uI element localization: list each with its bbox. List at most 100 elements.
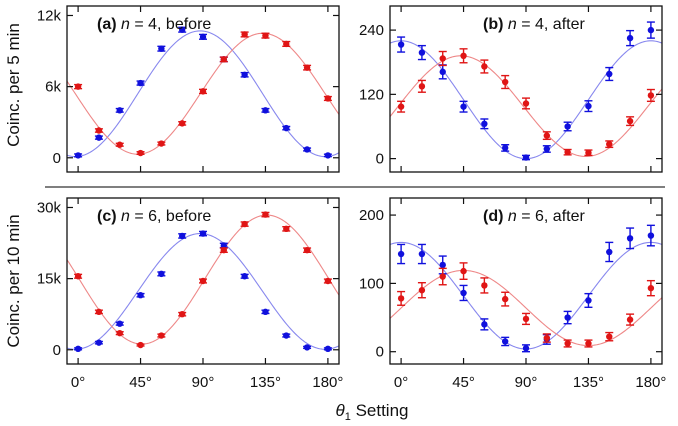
data-point-blue — [199, 230, 207, 237]
data-point-blue — [585, 297, 592, 304]
panel-title: (a) n = 4, before — [97, 16, 211, 33]
data-point-blue — [481, 120, 488, 128]
data-point-red — [585, 340, 592, 347]
data-point-blue — [178, 26, 186, 33]
data-point-red — [137, 341, 144, 349]
panel-letter: (a) — [97, 16, 117, 33]
x-tick-label: 45° — [452, 374, 475, 391]
data-point-red — [626, 117, 634, 125]
data-point-blue — [74, 152, 82, 159]
data-point-blue — [74, 345, 82, 353]
data-point-red — [647, 92, 655, 99]
data-point-blue — [439, 261, 446, 269]
data-point-red — [324, 95, 332, 102]
x-axis-title-sub: 1 — [345, 411, 351, 423]
data-point-red — [303, 64, 311, 71]
x-tick-label: 180° — [635, 374, 666, 391]
data-point-red — [439, 55, 446, 62]
x-tick-label: 45° — [129, 374, 152, 391]
data-point-blue — [481, 321, 488, 328]
data-point-red — [481, 282, 488, 289]
data-point-blue — [564, 314, 571, 321]
panel-3: 0° 45° 90° 135° 180° 0 100 200 (d) n = 6, after — [359, 197, 666, 391]
x-axis-title-var: θ — [335, 401, 345, 420]
data-point-red — [324, 277, 332, 285]
data-point-blue — [543, 145, 551, 153]
data-point-red — [606, 333, 613, 340]
data-point-blue — [137, 79, 144, 87]
panel-letter: (d) — [483, 208, 503, 225]
data-point-blue — [418, 49, 426, 56]
data-point-blue — [199, 33, 207, 41]
data-point-blue — [522, 154, 530, 161]
data-point-blue — [303, 146, 311, 153]
data-point-red — [543, 334, 551, 342]
data-point-blue — [158, 270, 165, 278]
data-point-blue — [460, 103, 467, 110]
x-axis-title-rest: Setting — [351, 401, 409, 420]
panel-n-value: = 6, after — [517, 208, 586, 225]
data-point-blue — [439, 68, 446, 76]
data-point-red — [564, 340, 571, 347]
data-point-red — [95, 127, 103, 134]
y-tick-label: 0 — [53, 342, 61, 359]
row-label-top: Coinc. per 5 min — [4, 23, 23, 147]
panel-n-value: = 6, before — [130, 208, 211, 225]
panel-n-var: n — [117, 16, 130, 33]
data-point-blue — [418, 250, 426, 258]
data-point-red — [522, 100, 530, 107]
data-point-blue — [564, 123, 571, 130]
data-point-blue — [241, 273, 248, 280]
x-tick-label: 90° — [192, 374, 215, 391]
y-tick-label: 30k — [37, 199, 62, 216]
panel-n-var: n — [503, 208, 516, 225]
data-point-red — [116, 329, 123, 337]
data-point-red — [137, 149, 144, 157]
data-point-blue — [95, 339, 103, 346]
y-tick-label: 0 — [376, 151, 384, 168]
y-tick-label: 12k — [37, 7, 62, 24]
y-tick-label: 200 — [359, 207, 384, 224]
data-point-red — [303, 246, 311, 254]
data-point-blue — [397, 250, 405, 258]
data-point-blue — [397, 41, 405, 48]
data-point-blue — [647, 26, 655, 34]
data-point-blue — [178, 232, 186, 240]
data-point-red — [199, 277, 207, 285]
data-point-blue — [283, 124, 290, 132]
x-tick-label: 0° — [394, 374, 408, 391]
data-point-red — [460, 267, 467, 275]
data-point-red — [543, 132, 551, 139]
data-point-red — [283, 40, 290, 48]
data-point-red — [481, 63, 488, 70]
panel-n-value: = 4, before — [130, 16, 211, 33]
fit-curve-red — [389, 55, 663, 158]
data-point-blue — [324, 345, 332, 353]
data-point-red — [501, 78, 509, 86]
x-tick-label: 90° — [515, 374, 538, 391]
y-tick-label: 120 — [359, 86, 384, 103]
x-axis-title: θ1 Setting — [335, 401, 408, 423]
data-point-blue — [647, 232, 655, 239]
data-point-red — [74, 83, 82, 90]
data-point-blue — [585, 102, 592, 110]
panel-1: 0 120 240 (b) n = 4, after — [359, 5, 663, 173]
data-point-blue — [501, 338, 509, 345]
fit-curve-blue — [66, 30, 340, 158]
y-tick-label: 0 — [53, 150, 61, 167]
panels-layer: 0 6k 12k (a) n = 4, before 0 120 240 (b) n = 4,… — [37, 5, 666, 391]
row-label-bottom: Coinc. per 10 min — [4, 214, 23, 347]
data-point-blue — [303, 344, 311, 351]
fit-curve-red — [389, 269, 663, 347]
fit-curve-blue — [66, 233, 340, 350]
panel-n-value: = 4, after — [517, 16, 586, 33]
data-point-red — [439, 273, 446, 280]
y-tick-label: 240 — [359, 22, 384, 39]
data-point-red — [626, 316, 634, 323]
data-point-red — [220, 246, 228, 254]
panel-0: 0 6k 12k (a) n = 4, before — [37, 5, 340, 173]
data-point-red — [74, 273, 82, 280]
panel-title: (d) n = 6, after — [483, 208, 585, 225]
data-point-blue — [262, 107, 269, 114]
data-point-blue — [626, 235, 634, 242]
